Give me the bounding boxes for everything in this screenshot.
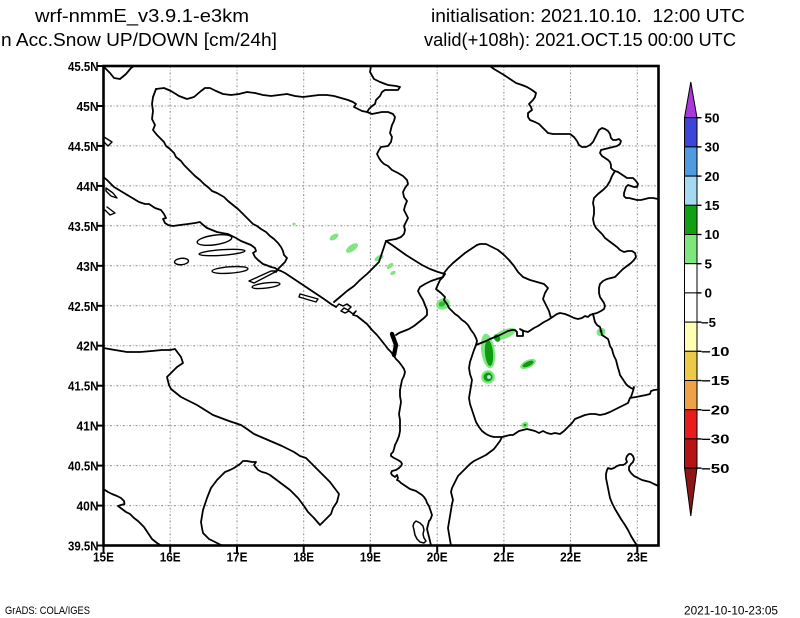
svg-text:45N: 45N bbox=[77, 100, 99, 114]
svg-text:43.5N: 43.5N bbox=[68, 220, 99, 234]
svg-text:10: 10 bbox=[705, 228, 720, 242]
svg-text:43N: 43N bbox=[77, 260, 99, 274]
svg-text:−50: −50 bbox=[701, 462, 730, 476]
svg-text:45.5N: 45.5N bbox=[68, 60, 99, 74]
svg-text:n Acc.Snow UP/DOWN [cm/24h]: n Acc.Snow UP/DOWN [cm/24h] bbox=[1, 29, 277, 50]
svg-text:valid(+108h): 2021.OCT.15 00:0: valid(+108h): 2021.OCT.15 00:00 UTC bbox=[424, 29, 736, 50]
svg-text:19E: 19E bbox=[360, 551, 381, 565]
svg-text:16E: 16E bbox=[160, 551, 181, 565]
svg-text:18E: 18E bbox=[293, 551, 314, 565]
svg-text:20: 20 bbox=[705, 170, 720, 184]
svg-text:42N: 42N bbox=[77, 340, 99, 354]
svg-text:50: 50 bbox=[705, 111, 720, 125]
svg-text:23E: 23E bbox=[627, 551, 648, 565]
svg-text:39.5N: 39.5N bbox=[68, 540, 99, 554]
svg-text:17E: 17E bbox=[227, 551, 248, 565]
svg-text:−5: −5 bbox=[701, 316, 716, 330]
svg-text:−10: −10 bbox=[701, 345, 730, 359]
svg-text:40.5N: 40.5N bbox=[68, 460, 99, 474]
svg-text:41.5N: 41.5N bbox=[68, 380, 99, 394]
svg-text:40N: 40N bbox=[77, 500, 99, 514]
svg-text:−15: −15 bbox=[701, 374, 730, 388]
svg-text:20E: 20E bbox=[427, 551, 448, 565]
svg-text:−30: −30 bbox=[701, 433, 730, 447]
svg-text:44.5N: 44.5N bbox=[68, 140, 99, 154]
svg-text:44N: 44N bbox=[77, 180, 99, 194]
svg-text:0: 0 bbox=[705, 287, 713, 301]
svg-text:41N: 41N bbox=[77, 420, 99, 434]
svg-text:−20: −20 bbox=[701, 403, 730, 417]
svg-text:21E: 21E bbox=[493, 551, 514, 565]
svg-text:30: 30 bbox=[705, 141, 720, 155]
svg-text:22E: 22E bbox=[560, 551, 581, 565]
svg-text:2021-10-10-23:05: 2021-10-10-23:05 bbox=[684, 606, 778, 618]
svg-text:initialisation: 2021.10.10. 1: initialisation: 2021.10.10. 12:00 UTC bbox=[431, 5, 745, 26]
svg-text:5: 5 bbox=[705, 257, 713, 271]
svg-text:15: 15 bbox=[705, 199, 720, 213]
svg-text:42.5N: 42.5N bbox=[68, 300, 99, 314]
svg-text:wrf-nmmE_v3.9.1-e3km: wrf-nmmE_v3.9.1-e3km bbox=[34, 5, 249, 27]
svg-text:GrADS: COLA/IGES: GrADS: COLA/IGES bbox=[5, 605, 90, 617]
svg-text:15E: 15E bbox=[93, 551, 114, 565]
